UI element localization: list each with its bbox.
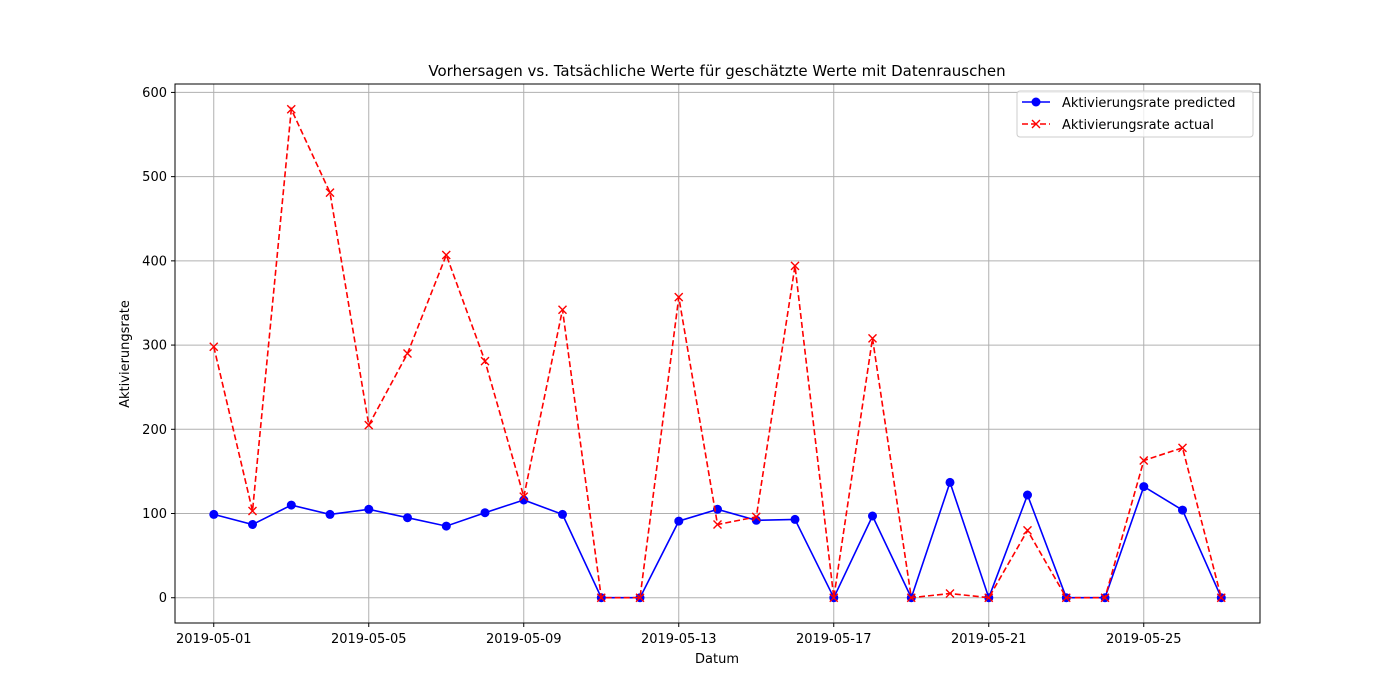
data-point — [945, 589, 955, 599]
data-point — [286, 500, 296, 510]
series-predicted — [209, 477, 1226, 603]
data-point — [209, 509, 219, 519]
series-group — [209, 104, 1226, 603]
data-point — [480, 356, 490, 366]
data-point — [829, 593, 839, 603]
x-tick-label: 2019-05-13 — [641, 632, 717, 647]
legend-marker-predicted — [1031, 97, 1041, 107]
x-axis-label: Datum — [695, 652, 739, 667]
data-point — [674, 292, 684, 302]
y-tick-label: 100 — [142, 507, 167, 522]
plot-area — [174, 83, 1261, 624]
data-point — [519, 492, 529, 502]
y-tick-label: 400 — [142, 254, 167, 269]
legend-label-predicted: Aktivierungsrate predicted — [1062, 96, 1236, 111]
data-point — [1023, 490, 1032, 500]
data-point — [558, 305, 567, 315]
data-point — [286, 104, 296, 114]
series-actual — [209, 104, 1226, 603]
legend-box — [1016, 90, 1254, 138]
data-point — [790, 261, 800, 271]
y-tick-label: 500 — [142, 170, 167, 185]
data-point — [751, 512, 761, 522]
x-tick-label: 2019-05-21 — [951, 632, 1027, 647]
x-tick-label: 2019-05-17 — [796, 632, 872, 647]
data-point — [403, 349, 412, 358]
data-point — [209, 342, 219, 352]
legend-label-actual: Aktivierungsrate actual — [1062, 118, 1214, 133]
data-point — [1178, 443, 1187, 453]
y-tick-label: 0 — [159, 591, 167, 606]
grid — [175, 84, 1260, 623]
data-point — [1100, 593, 1110, 603]
data-point — [674, 516, 684, 526]
data-point — [441, 250, 451, 260]
legend-marker-actual — [1031, 119, 1041, 129]
x-axis: 2019-05-01 2019-05-05 2019-05-09 2019-05-13… — [176, 623, 1182, 647]
y-tick-label: 600 — [142, 86, 167, 101]
data-point — [868, 333, 877, 343]
data-point — [325, 509, 335, 519]
data-point — [790, 514, 800, 524]
chart-title: Vorhersagen vs. Tatsächliche Werte für g… — [428, 62, 1005, 80]
data-point — [1178, 505, 1187, 515]
data-point — [480, 508, 490, 518]
data-point — [1023, 525, 1032, 535]
data-point — [364, 420, 374, 430]
data-point — [325, 188, 335, 198]
x-tick-label: 2019-05-01 — [176, 632, 252, 647]
data-point — [519, 495, 529, 505]
data-point — [1139, 482, 1149, 492]
data-point — [558, 509, 567, 519]
data-point — [364, 504, 374, 514]
data-point — [984, 593, 994, 603]
data-point — [635, 593, 645, 603]
data-point — [906, 593, 916, 603]
data-point — [945, 477, 955, 487]
data-point — [441, 521, 451, 531]
data-point — [1061, 593, 1071, 603]
x-tick-label: 2019-05-05 — [331, 632, 407, 647]
series-line — [213, 479, 1223, 601]
data-point — [868, 511, 877, 521]
data-point — [1139, 455, 1149, 465]
y-tick-label: 300 — [142, 339, 167, 354]
x-tick-label: 2019-05-25 — [1106, 632, 1182, 647]
x-tick-label: 2019-05-09 — [486, 632, 562, 647]
y-axis: 0 100 200 300 400 500 600 — [142, 86, 175, 606]
data-point — [713, 519, 722, 529]
data-point — [596, 593, 606, 603]
y-tick-label: 200 — [142, 423, 167, 438]
data-point — [403, 513, 412, 523]
data-point — [248, 520, 257, 529]
legend: Aktivierungsrate predicted Aktivierungsr… — [1016, 90, 1254, 138]
data-point — [1216, 593, 1226, 603]
y-axis-label: Aktivierungsrate — [118, 300, 133, 408]
data-point — [248, 506, 257, 516]
